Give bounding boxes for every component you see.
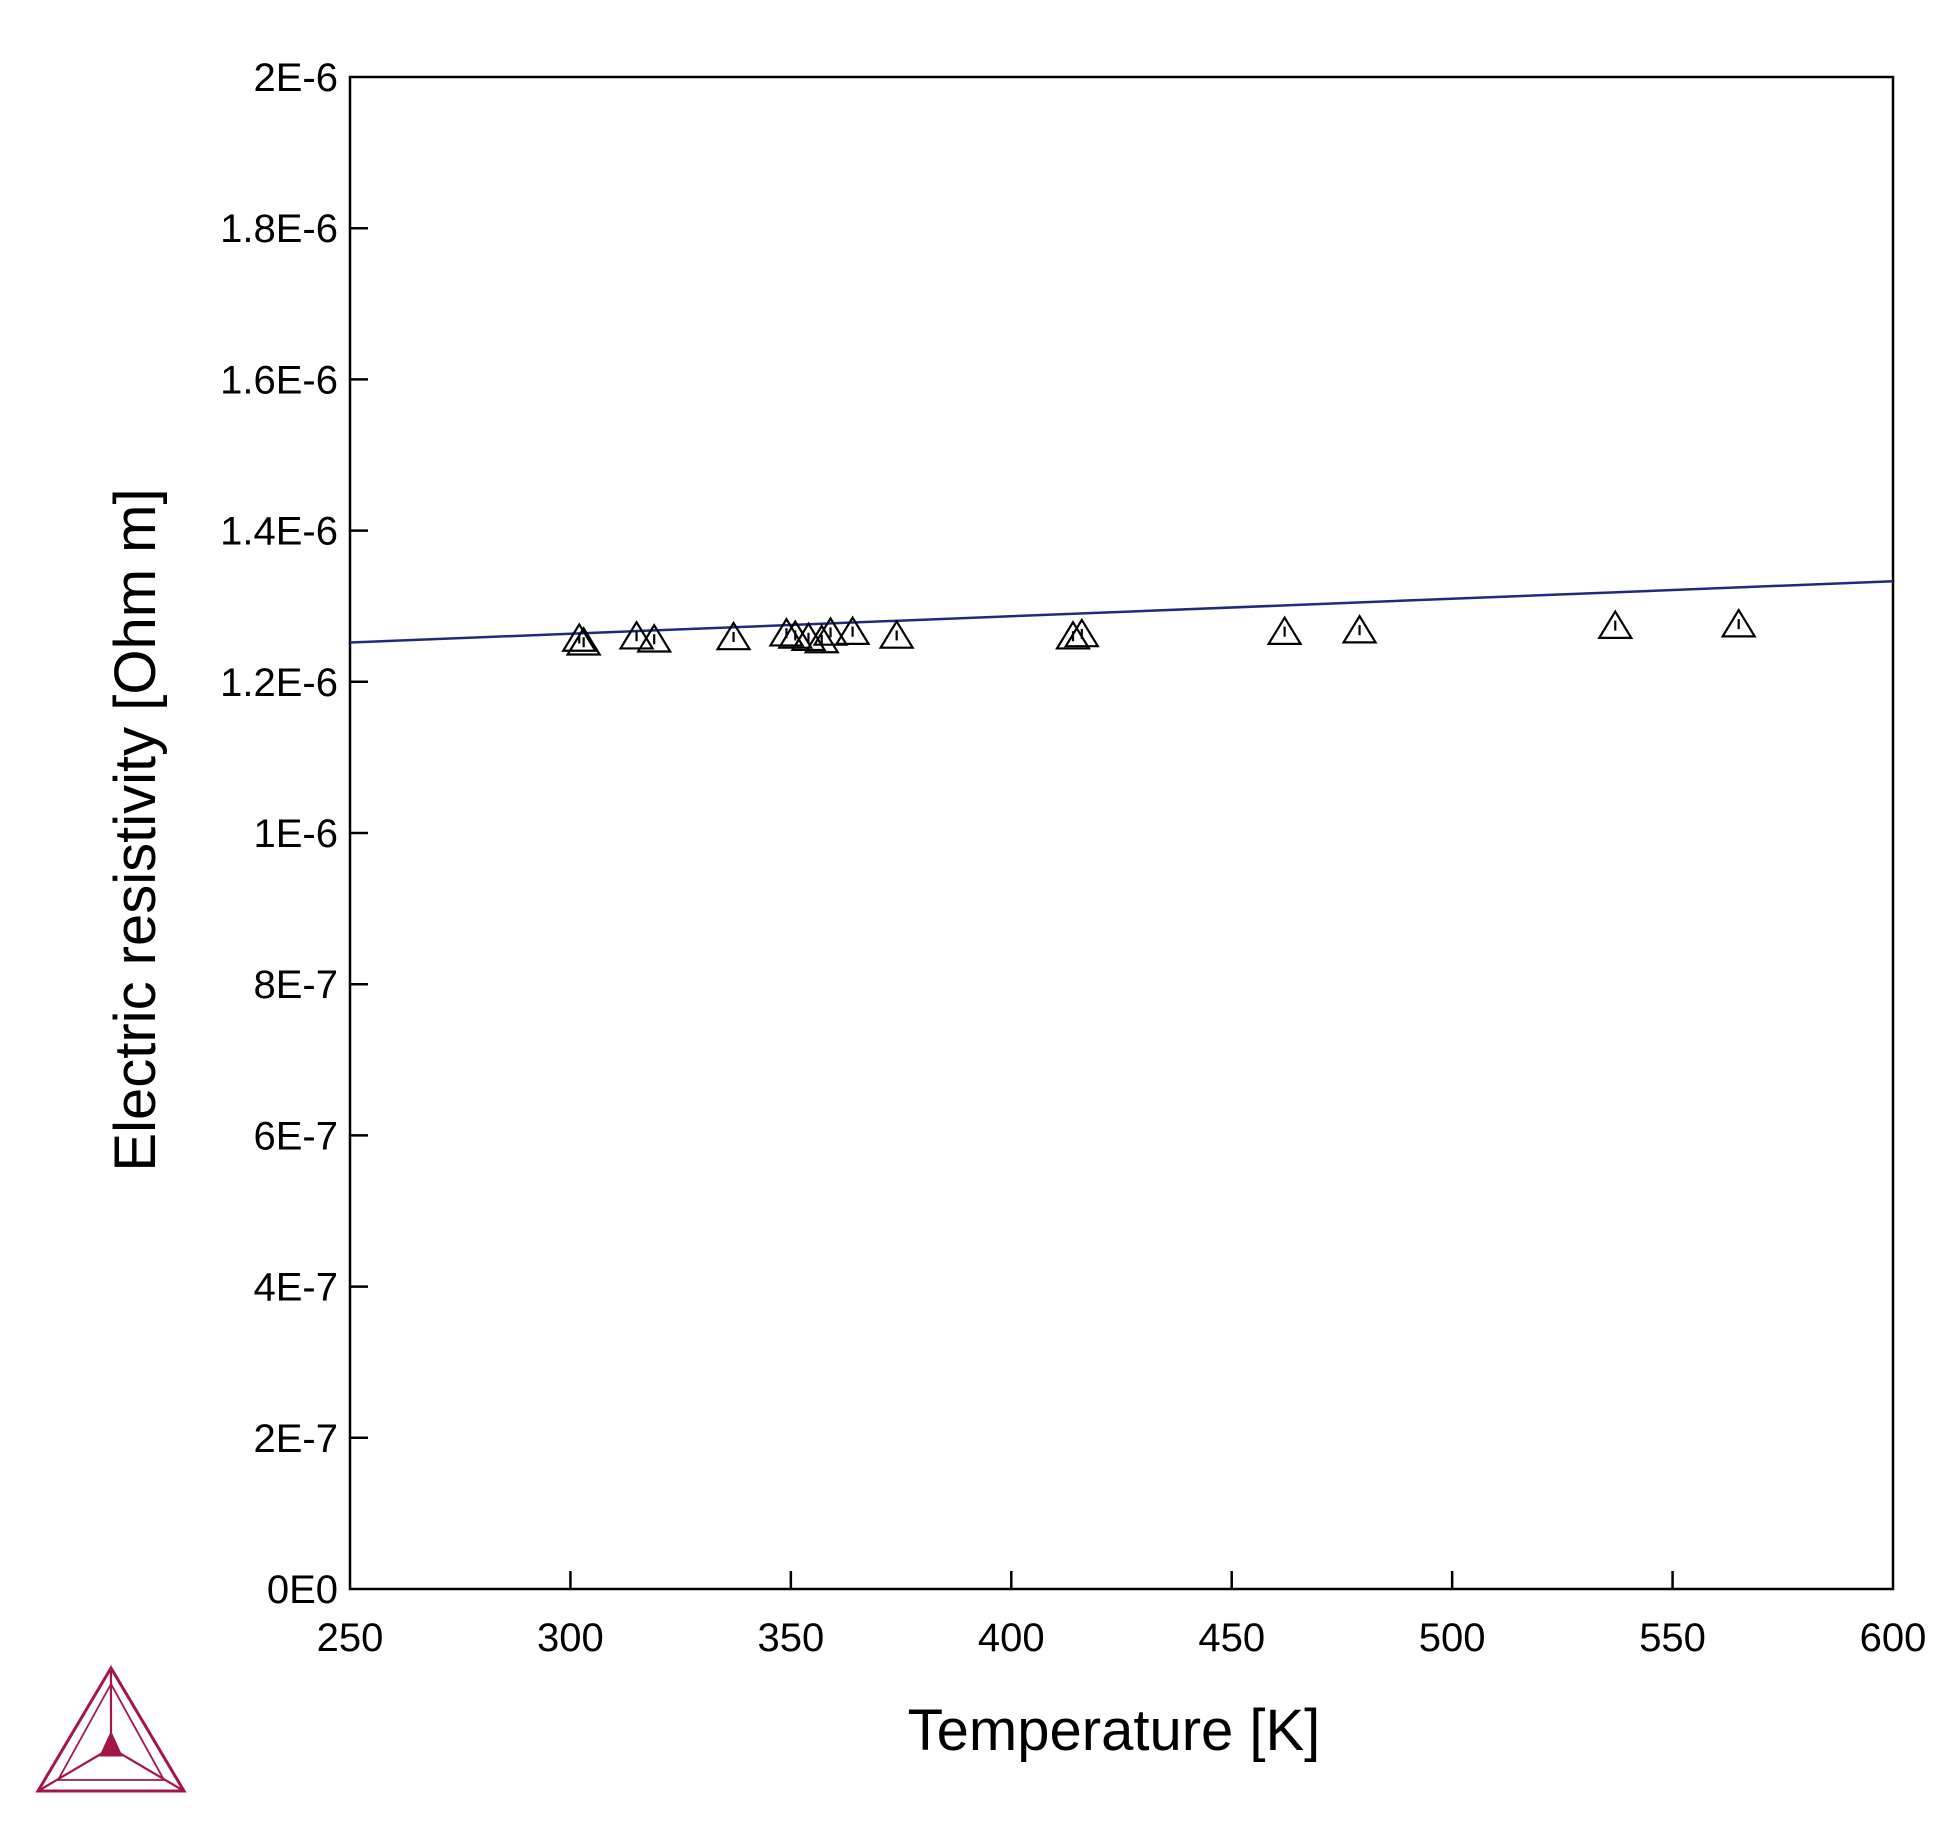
triangle-marker	[1266, 615, 1303, 646]
triangle-marker	[1597, 609, 1634, 639]
triangle-marker	[803, 623, 840, 654]
triangle-marker	[636, 623, 673, 653]
plot-area-border	[348, 75, 1895, 1591]
triangle-marker	[1720, 607, 1757, 638]
triangle-marker	[790, 621, 827, 652]
triangle-marker	[812, 616, 849, 646]
data-point	[803, 623, 840, 654]
y-tick-label: 1E-6	[254, 812, 339, 856]
data-point	[812, 616, 849, 646]
y-axis-label: Electric resistivity [Ohm m]	[103, 488, 168, 1171]
fit-line-series	[349, 580, 1894, 644]
y-tick-label: 1.6E-6	[220, 358, 338, 402]
triangle-marker	[618, 620, 655, 650]
thermo-calc-logo-icon	[35, 1665, 187, 1793]
experimental-points-series	[561, 607, 1757, 656]
y-tick-label: 0E0	[267, 1568, 338, 1612]
y-tick-label: 2E-7	[254, 1417, 339, 1461]
data-point	[777, 619, 814, 649]
y-tick-label: 4E-7	[254, 1266, 339, 1310]
y-tick-label: 2E-6	[254, 56, 339, 100]
y-tick-label: 1.2E-6	[220, 661, 338, 705]
triangle-marker	[715, 620, 752, 651]
data-point	[1063, 617, 1100, 648]
x-tick-label: 350	[757, 1616, 824, 1660]
y-tick-label: 6E-7	[254, 1114, 339, 1158]
triangle-marker	[1063, 617, 1100, 648]
triangle-marker	[834, 615, 871, 646]
data-point	[834, 615, 871, 646]
triangle-marker	[777, 619, 814, 649]
x-axis-label: Temperature [K]	[908, 1698, 1321, 1763]
triangle-marker	[561, 622, 598, 652]
x-axis-ticks: 250 300 350 400 450 500 550 600	[317, 1571, 1927, 1660]
y-axis-ticks: 0E0 2E-7 4E-7 6E-7 8E-7 1E-6 1.2E-6 1.4E-6 1.6E-…	[220, 56, 368, 1612]
data-point	[618, 620, 655, 650]
logo-spoke	[37, 1747, 112, 1792]
x-tick-label: 500	[1419, 1616, 1486, 1660]
y-tick-label: 1.8E-6	[220, 207, 338, 251]
data-point	[565, 626, 602, 656]
plot-frame	[348, 75, 1895, 1591]
triangle-marker	[565, 626, 602, 656]
x-tick-label: 550	[1639, 1616, 1706, 1660]
data-point	[636, 623, 673, 653]
x-tick-label: 450	[1198, 1616, 1265, 1660]
data-point	[1720, 607, 1757, 638]
logo-outer-triangle	[35, 1665, 187, 1793]
data-point	[715, 620, 752, 651]
logo-inner-triangle	[56, 1682, 166, 1781]
data-point	[1341, 614, 1378, 644]
logo-spoke	[110, 1747, 185, 1792]
x-tick-label: 400	[978, 1616, 1045, 1660]
data-point	[1597, 609, 1634, 639]
x-tick-label: 600	[1860, 1616, 1927, 1660]
x-tick-label: 300	[537, 1616, 604, 1660]
logo-core	[99, 1730, 123, 1757]
triangle-marker	[1341, 614, 1378, 644]
data-point	[790, 621, 827, 652]
triangle-marker	[878, 619, 915, 649]
y-tick-label: 1.4E-6	[220, 510, 338, 554]
fit-line	[349, 580, 1894, 644]
y-tick-label: 8E-7	[254, 963, 339, 1007]
data-point	[1266, 615, 1303, 646]
x-tick-label: 250	[317, 1616, 384, 1660]
data-point	[878, 619, 915, 649]
